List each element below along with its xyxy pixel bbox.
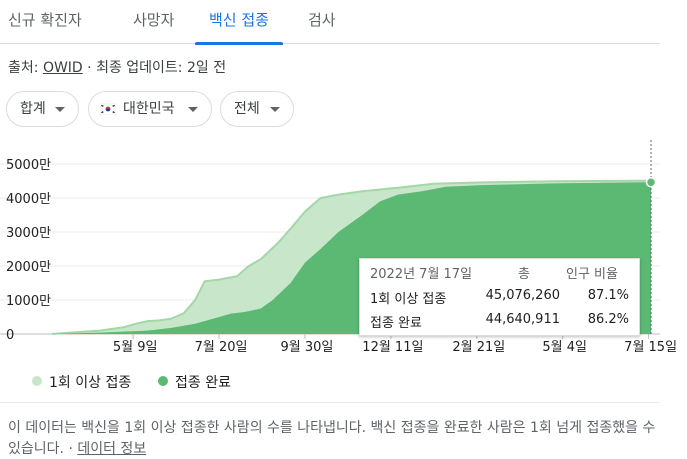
tab-deaths[interactable]: 사망자 [133,11,175,29]
range-filter-label: 전체 [234,101,260,117]
x-axis: 5월 9일 7월 20일 9월 30일 12월 11일 2월 21일 5월 4일 7월 15… [113,334,677,355]
x-tick-label: 5월 9일 [113,340,158,355]
divider [0,402,660,403]
legend-fully-swatch [158,376,168,386]
hover-point [645,176,657,188]
tab-vaccinations[interactable]: 백신 접종 [195,0,283,45]
range-filter-dropdown[interactable]: 전체 [220,91,294,127]
x-tick-label: 7월 15일 [624,340,677,355]
last-updated: · 최종 업데이트: 2일 전 [87,60,227,76]
y-tick-label: 3000만 [6,226,51,241]
tab-bar: 신규 확진자 사망자 백신 접종 검사 [0,0,660,45]
tooltip-row-total: 45,076,260 [485,288,560,303]
source-prefix: 출처: [8,60,39,76]
data-note-text: 이 데이터는 백신을 1회 이상 접종한 사람의 수를 나타냅니다. 백신 접종… [8,420,656,457]
y-tick-label: 1000만 [6,294,51,309]
tooltip-col-pct: 인구 비율 [566,267,618,282]
dose-filter-dropdown[interactable]: 합계 [6,91,79,127]
x-tick-label: 12월 11일 [362,340,423,355]
tooltip-row-pct: 86.2% [587,312,629,327]
source-link[interactable]: OWID [42,60,83,76]
tooltip-row-label: 1회 이상 접종 [370,292,447,307]
x-tick-label: 5월 4일 [542,340,587,355]
x-tick-label: 2월 21일 [452,340,505,355]
tooltip-row-label: 접종 완료 [370,316,422,331]
data-note: 이 데이터는 백신을 1회 이상 접종한 사람의 수를 나타냅니다. 백신 접종… [8,420,656,457]
chevron-down-icon [55,107,65,112]
y-tick-label: 5000만 [6,158,51,173]
legend-fully-label[interactable]: 접종 완료 [175,375,231,391]
y-axis: 0 1000만 2000만 3000만 4000만 5000만 [6,158,51,343]
source-line: 출처: OWID · 최종 업데이트: 2일 전 [8,57,226,77]
legend-at-least-one-label[interactable]: 1회 이상 접종 [49,375,132,391]
dose-filter-label: 합계 [20,101,46,117]
y-tick-label: 4000만 [6,192,51,207]
y-tick-label: 2000만 [6,260,51,275]
country-filter-dropdown[interactable]: 대한민국 [88,91,212,127]
at-least-one-dose-line [51,179,652,335]
legend-at-least-one-swatch [32,376,42,386]
tab-testing[interactable]: 검사 [308,11,336,29]
korea-flag-icon [100,103,116,115]
tooltip-row-total: 44,640,911 [485,312,560,327]
tooltip-row-pct: 87.1% [587,288,629,303]
data-info-link[interactable]: 데이터 정보 [77,441,147,457]
tab-new-cases[interactable]: 신규 확진자 [8,11,82,29]
country-filter-label: 대한민국 [123,101,175,117]
y-tick-label: 0 [6,328,14,343]
chevron-down-icon [188,107,198,112]
chevron-down-icon [270,107,280,112]
tooltip-date: 2022년 7월 17일 [370,267,473,282]
x-tick-label: 9월 30일 [281,340,334,355]
x-tick-label: 7월 20일 [195,340,248,355]
data-tooltip: 2022년 7월 17일 총 인구 비율 1회 이상 접종 45,076,260… [359,258,640,336]
tooltip-col-total: 총 [518,267,530,282]
